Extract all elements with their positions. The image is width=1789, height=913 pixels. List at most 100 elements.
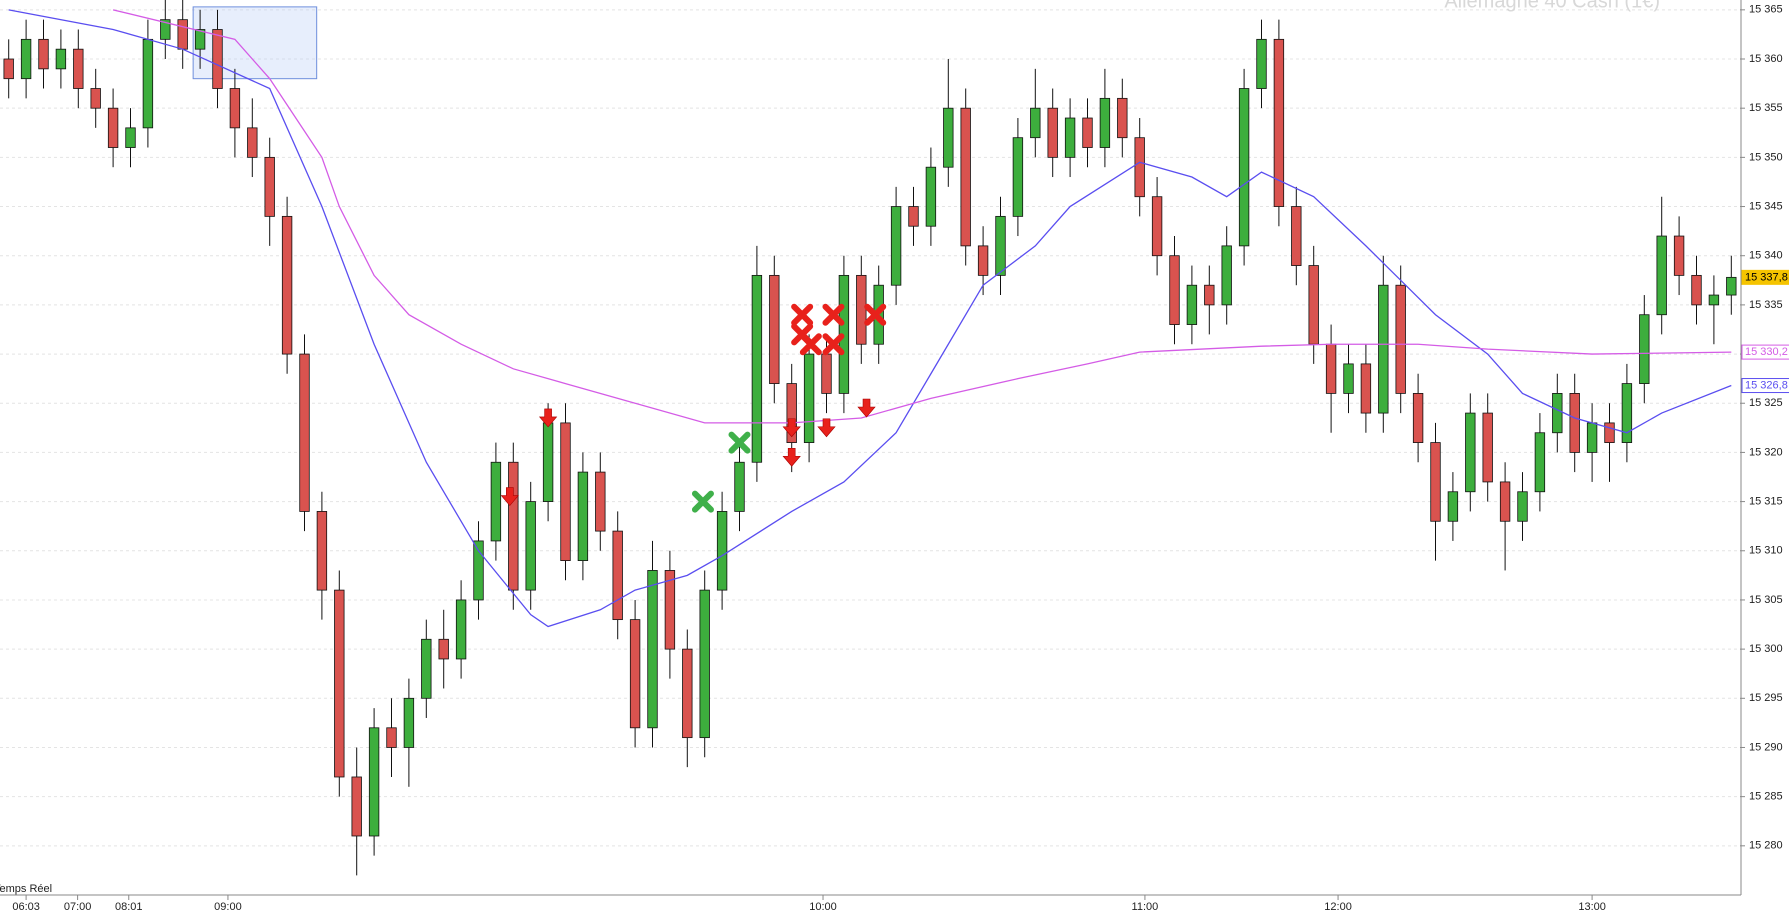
candle-body (125, 127, 136, 148)
y-tick-label: 15 290 (1749, 741, 1783, 753)
candle-body (647, 570, 658, 729)
candle-body (1726, 276, 1737, 296)
candle-body (1169, 255, 1180, 325)
candle-body (1447, 491, 1459, 522)
candle-body (664, 570, 676, 650)
candle-body (1117, 97, 1128, 139)
candle-body (908, 206, 919, 227)
candle-body (490, 461, 502, 542)
candle-body (1134, 137, 1145, 198)
y-tick-label: 15 355 (1749, 102, 1783, 114)
y-tick-label: 15 315 (1749, 495, 1783, 507)
candle-body (1221, 245, 1232, 306)
candle-body (508, 461, 519, 591)
candle-body (334, 589, 345, 778)
y-tick-label: 15 285 (1749, 791, 1783, 803)
candle-body (247, 127, 258, 158)
signal-cross (791, 303, 814, 326)
chart-title: Allemagne 40 Cash (1€) (1444, 0, 1660, 12)
candle-body (386, 727, 397, 748)
candle-body (943, 107, 954, 168)
signal-cross (864, 303, 887, 326)
candle-body (351, 776, 362, 837)
candle-body (1395, 284, 1406, 394)
candle-body (299, 353, 310, 512)
candle-body (821, 353, 832, 394)
candle-body (682, 648, 693, 739)
x-tick-label: 12:00 (1324, 901, 1352, 913)
price-label: 15 337,8 (1745, 271, 1788, 283)
candle-body (525, 501, 536, 591)
candle-body (20, 38, 32, 80)
candle-body (734, 461, 745, 512)
signal-arrow (782, 447, 801, 467)
candle-body (1064, 117, 1076, 158)
candle-body (3, 58, 14, 80)
candle-body (1099, 97, 1111, 148)
candle-body (1482, 412, 1493, 483)
y-tick-label: 15 305 (1749, 594, 1783, 606)
candle-body (1325, 343, 1337, 394)
candle-body (438, 638, 449, 660)
candle-body (629, 619, 641, 729)
signal-arrow (782, 418, 801, 438)
candle-body (177, 19, 188, 50)
x-tick-label: 09:00 (214, 901, 242, 913)
candle-body (1673, 235, 1685, 276)
candle-body (1378, 284, 1389, 414)
candle-body (1238, 88, 1250, 247)
candle-body (1360, 363, 1372, 414)
candle-body (73, 48, 84, 89)
candle-body (1708, 294, 1720, 306)
candle-body (1291, 206, 1302, 266)
x-tick-label: 11:00 (1132, 901, 1159, 913)
candle-body (769, 274, 780, 384)
candle-body (264, 156, 275, 217)
status-label: Temps Réel (0, 883, 52, 895)
candle-body (925, 166, 937, 227)
y-tick-label: 15 335 (1749, 299, 1783, 311)
candle-body (786, 383, 797, 443)
candle-body (1534, 432, 1546, 493)
candle-body (55, 48, 67, 70)
candle-body (1691, 274, 1702, 306)
candle-body (577, 471, 589, 562)
signal-arrow (857, 398, 876, 418)
signal-cross (822, 333, 845, 356)
y-tick-label: 15 340 (1749, 250, 1783, 262)
signal-arrow (817, 418, 836, 438)
candle-body (751, 274, 763, 463)
candle-body (1273, 38, 1285, 207)
candle-body (194, 29, 206, 50)
zone (192, 6, 318, 80)
candle-body (229, 88, 241, 129)
candle-body (1499, 481, 1511, 522)
candle-body (1343, 363, 1354, 394)
price-label: 15 330,2 (1745, 346, 1788, 358)
y-tick-label: 15 365 (1749, 4, 1783, 16)
candle-body (1204, 284, 1215, 306)
candle-body (281, 215, 293, 355)
y-tick-label: 15 295 (1749, 692, 1783, 704)
candle-body (403, 697, 415, 748)
candle-body (1465, 412, 1476, 493)
x-tick-label: 10:00 (809, 901, 837, 913)
candle-body (160, 19, 171, 40)
price-label-box (1741, 378, 1789, 394)
candle-body (1604, 422, 1615, 443)
candle-body (1430, 442, 1441, 522)
candle-body (90, 88, 101, 109)
candle-body (890, 206, 902, 286)
signal-cross (822, 303, 845, 326)
candle-body (473, 540, 484, 601)
candle-body (1569, 393, 1580, 453)
signal-cross (728, 431, 751, 454)
candle-body (803, 353, 815, 443)
y-tick-label: 15 300 (1749, 643, 1783, 655)
candle-body (1412, 393, 1424, 443)
price-label-box (1741, 344, 1789, 360)
candle-body (1586, 422, 1598, 453)
